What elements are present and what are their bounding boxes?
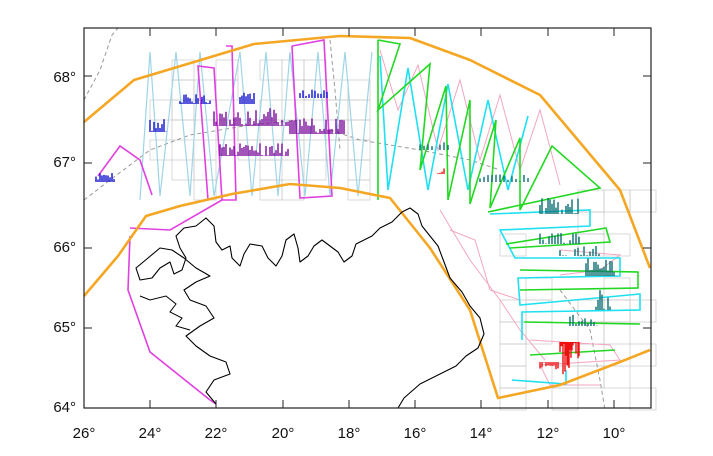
x-tick-label: 16° xyxy=(404,425,427,442)
grid-cell xyxy=(630,344,656,366)
x-tick-label: 22° xyxy=(205,425,228,442)
grid-cell xyxy=(604,366,630,388)
dashed-track-lines xyxy=(84,28,605,410)
grid-cell xyxy=(630,300,656,322)
y-tick-label: 68° xyxy=(53,69,76,86)
grid-cell xyxy=(348,160,370,180)
magenta-transects xyxy=(98,40,332,404)
grid-cell xyxy=(304,60,326,80)
grid-cell xyxy=(500,344,526,366)
grid-cell xyxy=(150,140,172,160)
grid-cell xyxy=(630,190,656,212)
cyan-transects xyxy=(380,56,640,384)
x-tick-label: 24° xyxy=(139,425,162,442)
grid-cell xyxy=(348,140,370,160)
grid-cell xyxy=(348,80,370,100)
grid-cell xyxy=(630,388,656,410)
grid-cell xyxy=(552,388,578,410)
acoustic-echo-bars xyxy=(96,90,614,374)
x-tick-label: 20° xyxy=(272,425,295,442)
grid-cell xyxy=(172,160,194,180)
x-tick-label: 26° xyxy=(73,425,96,442)
x-tick-label: 12° xyxy=(537,425,560,442)
iceland-coastline xyxy=(136,208,484,408)
coastline-west-fjords xyxy=(140,296,190,330)
grid-cell xyxy=(500,388,526,410)
grid-cell xyxy=(604,322,630,344)
grid-cell xyxy=(172,80,194,100)
grid-cell xyxy=(304,140,326,160)
grid-cell xyxy=(260,140,282,160)
x-tick-label: 10° xyxy=(603,425,626,442)
grid-cell xyxy=(326,80,348,100)
x-axis-labels: 26° 24° 22° 20° 18° 16° 14° 12° 10° xyxy=(73,425,626,442)
grid-cell xyxy=(260,160,282,180)
y-tick-label: 67° xyxy=(53,154,76,171)
y-tick-label: 66° xyxy=(53,239,76,256)
grid-cell xyxy=(500,366,526,388)
grid-cell xyxy=(578,190,604,212)
x-tick-label: 14° xyxy=(470,425,493,442)
y-axis-labels: 68° 67° 66° 65° 64° xyxy=(53,69,76,416)
grid-cell xyxy=(216,60,238,80)
y-tick-label: 64° xyxy=(53,399,76,416)
x-tick-label: 18° xyxy=(338,425,361,442)
y-tick-label: 65° xyxy=(53,319,76,336)
